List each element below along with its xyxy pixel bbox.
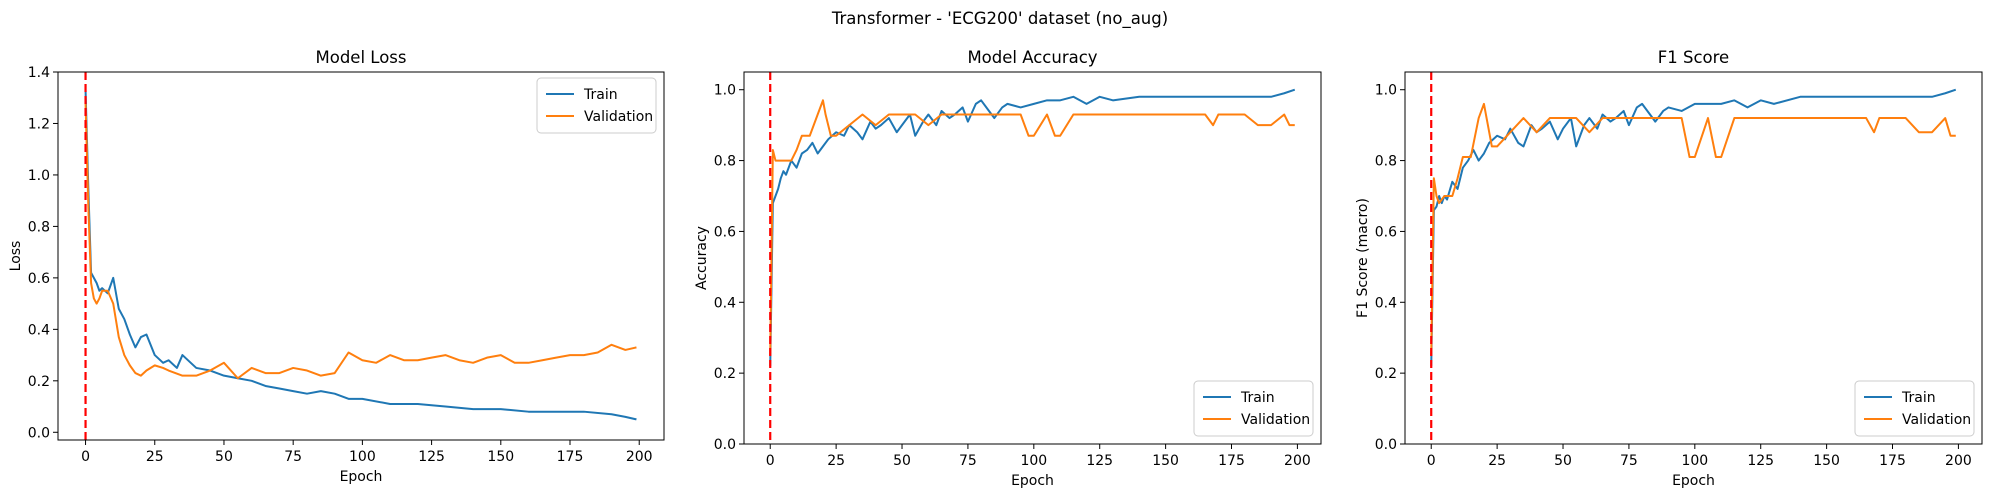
x-tick-label: 100 [1020,453,1047,469]
chart-panel-3: F1 Score 0 25 50 75 100 125 150 175 200 0.0 0.2 0.4 0… [1355,48,1983,489]
series-line-validation [769,99,1295,356]
x-axis-label: Epoch [1011,473,1054,489]
plot-frame [57,71,665,441]
chart-legend: Train Validation [1854,380,1975,437]
chart-panel-2: Model Accuracy 0 25 50 75 100 125 150 175 200 0.0 0… [694,48,1322,489]
x-tick-label: 75 [959,453,977,469]
x-tick-label: 0 [81,449,90,465]
figure-suptitle: Transformer - 'ECG200' dataset (no_aug) [831,9,1168,29]
chart-panel-1: Model Loss 0 25 50 75 100 125 150 175 200 0.0 0.2 0.… [8,48,665,485]
x-tick-label: 150 [1152,453,1179,469]
x-tick-label: 0 [766,453,775,469]
y-tick-label: 1.0 [28,168,50,184]
y-tick-label: 0.0 [1375,437,1397,453]
y-tick-label: 1.2 [28,116,50,132]
x-tick-label: 200 [1945,453,1972,469]
plot-area [1430,88,1957,367]
legend-label-validation: Validation [1241,412,1310,428]
plot-frame [1404,71,1983,445]
x-tick-label: 50 [215,449,233,465]
y-tick-label: 0.2 [714,366,736,382]
y-axis-label: F1 Score (macro) [1355,198,1371,318]
x-tick-label: 150 [1813,453,1840,469]
plot-area [769,88,1296,367]
y-axis-label: Accuracy [694,226,710,290]
y-tick-label: 0.4 [28,322,50,338]
plot-frame [743,71,1322,445]
x-tick-label: 125 [1086,453,1113,469]
y-tick-label: 0.8 [28,219,50,235]
x-tick-label: 75 [284,449,302,465]
x-tick-label: 100 [1681,453,1708,469]
y-tick-label: 1.0 [1375,83,1397,99]
x-tick-label: 100 [349,449,376,465]
legend-label-validation: Validation [584,109,653,125]
x-tick-label: 0 [1427,453,1436,469]
chart-title: Model Accuracy [967,48,1097,67]
x-tick-label: 25 [146,449,164,465]
x-axis-label: Epoch [1672,473,1715,489]
x-tick-label: 150 [487,449,514,465]
series-line-train [1430,88,1957,367]
chart-title: Model Loss [316,48,407,67]
x-tick-label: 75 [1620,453,1638,469]
x-tick-label: 125 [418,449,445,465]
chart-title: F1 Score [1658,48,1729,67]
x-tick-label: 125 [1747,453,1774,469]
panels: Model Loss 0 25 50 75 100 125 150 175 200 0.0 0.2 0.… [8,48,1983,489]
y-tick-label: 0.8 [714,154,736,170]
y-tick-label: 1.4 [28,65,50,81]
legend-frame [1854,380,1975,437]
chart-legend: Train Validation [536,77,657,134]
x-tick-label: 50 [893,453,911,469]
legend-frame [1193,380,1314,437]
y-tick-label: 0.4 [714,295,736,311]
legend-label-train: Train [1901,390,1936,406]
chart-legend: Train Validation [1193,380,1314,437]
x-tick-label: 175 [1879,453,1906,469]
x-tick-label: 50 [1554,453,1572,469]
x-tick-label: 200 [1284,453,1311,469]
legend-frame [536,77,657,134]
x-tick-label: 175 [557,449,584,465]
y-tick-label: 0.6 [714,224,736,240]
y-tick-label: 0.0 [714,437,736,453]
legend-label-validation: Validation [1902,412,1971,428]
legend-label-train: Train [583,87,618,103]
x-axis-label: Epoch [340,469,383,485]
y-axis-label: Loss [8,241,24,272]
y-tick-label: 0.4 [1375,295,1397,311]
y-tick-label: 1.0 [714,83,736,99]
plot-area [84,89,637,421]
series-line-validation [1430,102,1956,356]
y-tick-label: 0.8 [1375,154,1397,170]
x-tick-label: 25 [1488,453,1506,469]
x-tick-label: 175 [1218,453,1245,469]
series-line-validation [84,102,637,380]
y-tick-label: 0.2 [28,374,50,390]
x-tick-label: 25 [827,453,845,469]
y-tick-label: 0.6 [28,271,50,287]
series-line-train [769,88,1296,367]
y-tick-label: 0.6 [1375,224,1397,240]
legend-label-train: Train [1240,390,1275,406]
y-tick-label: 0.0 [28,425,50,441]
y-tick-label: 0.2 [1375,366,1397,382]
x-tick-label: 200 [626,449,653,465]
